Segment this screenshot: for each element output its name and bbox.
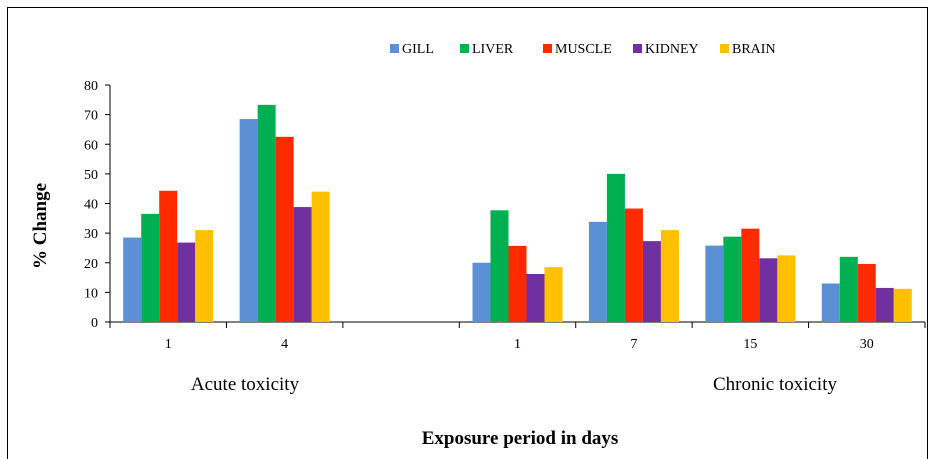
- bar-liver: [839, 256, 858, 322]
- x-tick-label: 1: [514, 337, 521, 352]
- bar-brain: [660, 230, 679, 322]
- bar-muscle: [159, 190, 178, 322]
- bar-gill: [472, 262, 491, 322]
- y-tick-label: 40: [84, 198, 98, 213]
- bar-liver: [257, 104, 276, 322]
- x-tick-label: 4: [281, 337, 288, 352]
- bar-kidney: [526, 274, 545, 322]
- bar-muscle: [741, 228, 760, 322]
- y-tick-label: 20: [84, 257, 98, 272]
- legend-swatch-muscle: [543, 44, 552, 53]
- bar-kidney: [759, 258, 778, 322]
- y-tick-label: 30: [84, 227, 98, 242]
- bar-gill: [588, 221, 607, 322]
- y-tick-label: 60: [84, 138, 98, 153]
- y-axis: 0 10 20 30 40 50 60 70 80: [84, 79, 111, 331]
- legend: GILL LIVER MUSCLE KIDNEY BRAIN: [390, 42, 776, 57]
- legend-swatch-gill: [390, 44, 399, 53]
- x-tick-label: 15: [743, 337, 757, 352]
- x-tick-label: 30: [860, 337, 874, 352]
- legend-label-brain: BRAIN: [732, 42, 776, 57]
- legend-swatch-liver: [460, 44, 469, 53]
- bar-brain: [544, 267, 563, 322]
- bar-muscle: [624, 208, 643, 322]
- legend-swatch-kidney: [633, 44, 642, 53]
- bar-gill: [123, 237, 142, 322]
- bar-liver: [141, 213, 160, 322]
- bar-muscle: [508, 245, 527, 322]
- bars: [123, 104, 912, 322]
- group-label-acute: Acute toxicity: [191, 374, 300, 395]
- x-tick-label: 7: [630, 337, 637, 352]
- bar-gill: [821, 283, 840, 322]
- group-label-chronic: Chronic toxicity: [713, 374, 838, 395]
- bar-liver: [606, 173, 625, 322]
- y-tick-label: 80: [84, 79, 98, 94]
- legend-label-muscle: MUSCLE: [555, 42, 612, 57]
- bar-muscle: [857, 263, 876, 322]
- y-axis-title: % Change: [30, 183, 51, 269]
- y-tick-label: 70: [84, 109, 98, 124]
- bar-muscle: [275, 136, 294, 322]
- bar-brain: [195, 230, 214, 322]
- x-tick-label: 1: [165, 337, 172, 352]
- bar-gill: [239, 119, 258, 322]
- bar-kidney: [177, 242, 196, 322]
- bar-gill: [705, 245, 724, 322]
- bar-brain: [893, 288, 912, 322]
- bar-kidney: [875, 287, 894, 322]
- bar-brain: [311, 191, 330, 322]
- chart-frame: [7, 7, 928, 459]
- x-axis-title: Exposure period in days: [422, 428, 619, 449]
- y-tick-label: 0: [91, 316, 98, 331]
- legend-swatch-brain: [720, 44, 729, 53]
- bar-kidney: [642, 241, 661, 322]
- legend-label-gill: GILL: [402, 42, 434, 57]
- legend-label-liver: LIVER: [472, 42, 514, 57]
- bar-brain: [777, 255, 796, 322]
- x-axis: 1 4 1 7 15 30: [109, 321, 926, 352]
- y-tick-label: 50: [84, 168, 98, 183]
- bar-liver: [723, 236, 742, 322]
- bar-liver: [490, 210, 509, 322]
- y-tick-label: 10: [84, 286, 98, 301]
- bar-kidney: [293, 207, 312, 322]
- legend-label-kidney: KIDNEY: [645, 42, 699, 57]
